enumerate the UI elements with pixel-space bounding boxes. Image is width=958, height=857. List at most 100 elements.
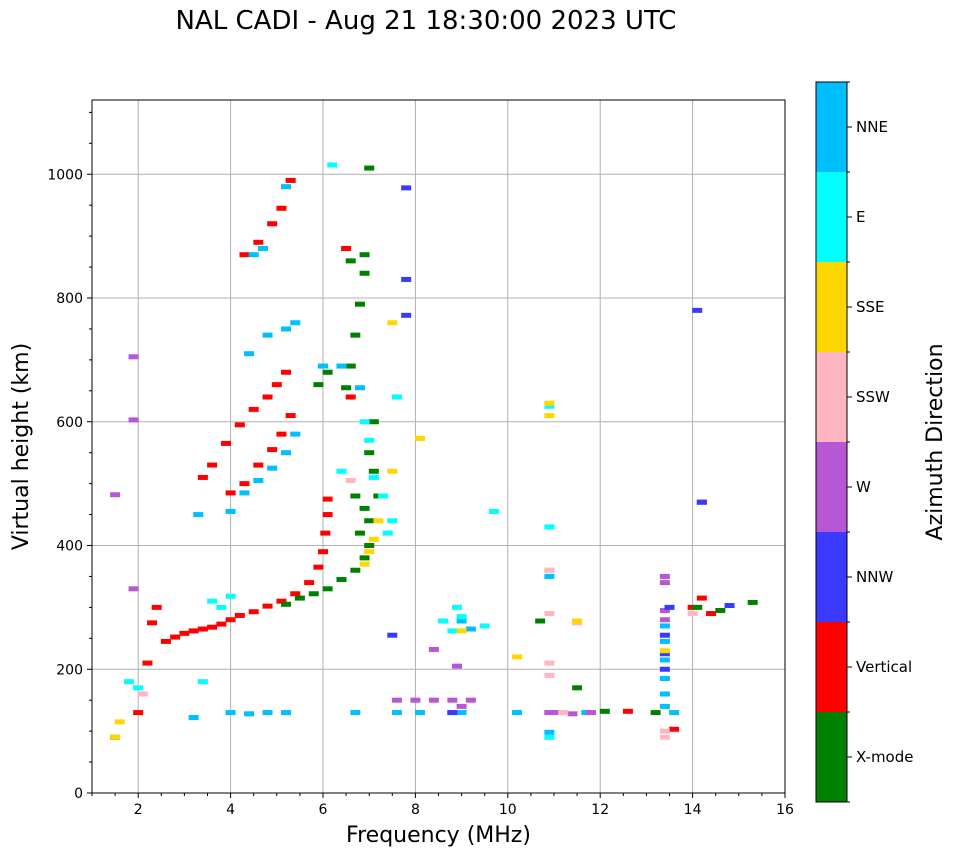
data-point-vertical (669, 726, 680, 732)
data-point-e (479, 623, 490, 629)
data-point-x-mode (359, 505, 370, 511)
colorbar-tick-label: W (856, 478, 871, 496)
data-point-e (368, 474, 379, 480)
data-point-sse (544, 413, 555, 419)
colorbar-tick-label: E (856, 208, 865, 226)
data-point-e (488, 508, 499, 514)
y-tick-label: 0 (74, 786, 83, 802)
data-point-vertical (207, 624, 218, 630)
data-point-nne (336, 363, 347, 369)
data-point-w (544, 710, 555, 716)
data-point-nnw (659, 666, 670, 672)
colorbar-segment (816, 352, 847, 442)
data-point-w (465, 697, 476, 703)
data-point-nne (244, 351, 255, 357)
data-point-sse (544, 400, 555, 406)
data-point-nne (188, 715, 199, 721)
data-point-sse (387, 468, 398, 474)
data-point-vertical (276, 598, 287, 604)
data-point-x-mode (313, 382, 324, 388)
data-point-e (327, 162, 338, 168)
data-point-vertical (706, 611, 717, 617)
data-point-vertical (253, 462, 264, 468)
data-point-vertical (322, 512, 333, 518)
data-point-nne (318, 363, 328, 369)
data-point-w (451, 663, 462, 669)
data-point-e (438, 618, 449, 624)
data-point-vertical (262, 394, 273, 400)
data-point-nnw (401, 276, 412, 282)
data-point-nne (659, 703, 670, 709)
data-point-w (659, 607, 670, 613)
x-tick-label: 4 (226, 802, 235, 818)
data-point-x-mode (354, 530, 365, 536)
data-point-nne (659, 676, 670, 682)
data-point-sse (368, 536, 379, 542)
x-axis-ticks: 2 4 6 8 10 12 14 16 (91, 793, 794, 818)
data-point-ssw (544, 611, 555, 617)
data-points (110, 162, 758, 740)
data-point-nne (465, 626, 476, 632)
y-axis-ticks: 0 200 400 600 800 1000 (47, 111, 92, 802)
data-point-nne (456, 710, 467, 716)
colorbar-segment (816, 442, 847, 532)
data-point-nne (659, 638, 670, 644)
data-point-sse (114, 719, 125, 725)
data-point-vertical (216, 621, 227, 627)
data-point-vertical (313, 564, 324, 570)
data-point-vertical (248, 609, 259, 615)
data-point-w (585, 710, 596, 716)
colorbar-tick-label: NNE (856, 118, 888, 136)
data-point-e (387, 518, 398, 524)
data-point-x-mode (364, 543, 375, 548)
data-point-nne (281, 710, 292, 716)
x-tick-label: 16 (776, 802, 794, 818)
data-point-nne (225, 508, 236, 514)
data-point-x-mode (308, 591, 319, 597)
data-point-e (544, 403, 555, 409)
colorbar-tick-label: Vertical (856, 658, 912, 676)
data-point-ssw (544, 567, 555, 573)
data-point-nnw (401, 312, 412, 318)
y-tick-label: 1000 (47, 167, 83, 183)
data-point-e (391, 394, 402, 400)
data-point-nnw (401, 185, 412, 191)
data-point-x-mode (341, 385, 352, 391)
data-point-vertical (239, 481, 250, 487)
data-point-ssw (659, 734, 670, 740)
data-point-vertical (281, 369, 292, 375)
plot-frame (91, 99, 786, 794)
data-point-nne (659, 691, 670, 697)
data-point-vertical (151, 604, 162, 610)
data-point-vertical (142, 660, 153, 666)
data-point-nne (225, 710, 236, 716)
data-point-w (447, 697, 458, 703)
colorbar-label: Azimuth Direction (923, 343, 948, 540)
data-point-nne (544, 729, 555, 735)
data-point-nnw (664, 604, 675, 610)
data-point-nnw (696, 499, 707, 505)
y-axis-label: Virtual height (km) (9, 343, 34, 550)
y-tick-label: 600 (56, 415, 83, 431)
data-point-x-mode (322, 369, 333, 375)
data-point-vertical (225, 490, 236, 496)
data-point-w (567, 711, 578, 717)
data-point-nne (257, 246, 268, 251)
data-point-vertical (285, 177, 296, 183)
data-point-x-mode (350, 567, 361, 573)
x-axis-label: Frequency (MHz) (346, 823, 531, 848)
data-point-vertical (276, 205, 287, 211)
data-point-vertical (271, 382, 282, 388)
data-point-sse (110, 734, 121, 740)
data-point-nnw (724, 603, 735, 609)
chart-title: NAL CADI - Aug 21 18:30:00 2023 UTC (175, 6, 677, 36)
data-point-ssw (687, 611, 698, 617)
data-point-sse (364, 549, 375, 555)
data-point-x-mode (350, 493, 361, 499)
data-point-x-mode (368, 468, 379, 474)
data-point-w (410, 697, 421, 703)
data-point-ssw (345, 478, 356, 484)
x-tick-label: 2 (134, 802, 143, 818)
data-point-w (128, 354, 139, 360)
x-tick-label: 6 (319, 802, 328, 818)
